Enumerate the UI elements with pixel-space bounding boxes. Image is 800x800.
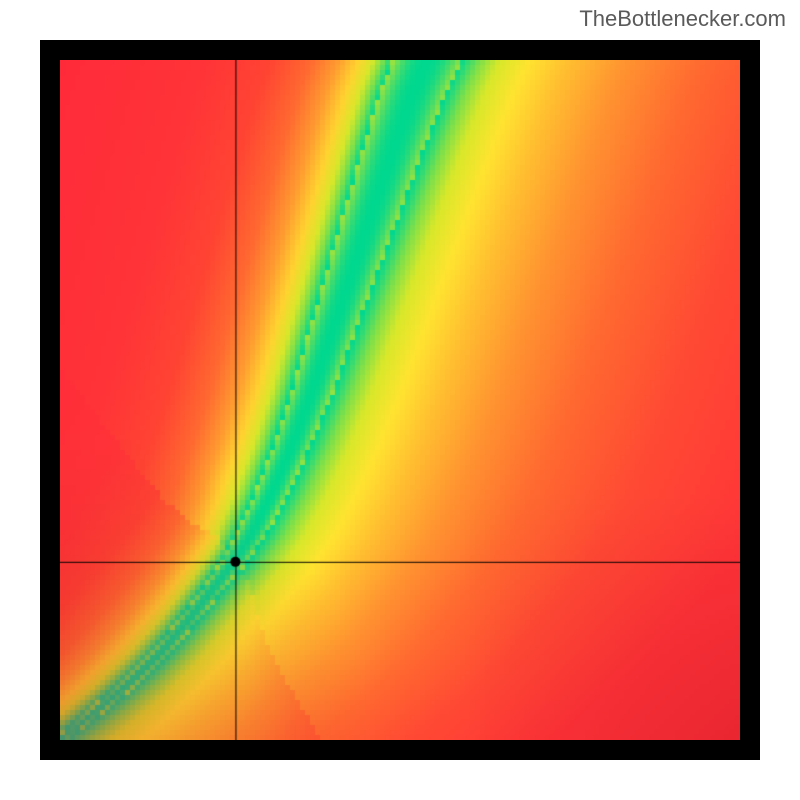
heatmap-canvas	[60, 60, 740, 740]
watermark-text: TheBottlenecker.com	[579, 6, 786, 32]
chart-frame	[40, 40, 760, 760]
chart-canvas-wrap	[60, 60, 740, 740]
